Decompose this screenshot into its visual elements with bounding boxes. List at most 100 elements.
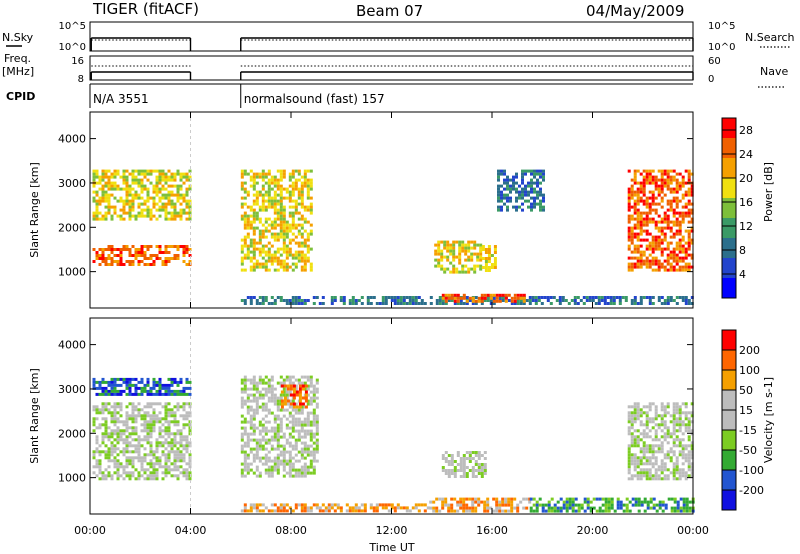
echo-cell [264,172,268,176]
echo-cell [525,506,529,510]
echo-cell [146,178,150,182]
echo-cell [690,432,694,436]
echo-cell [264,506,268,510]
echo-cell [513,299,517,303]
echo-cell [131,474,135,478]
echo-cell [348,302,352,305]
echo-cell [669,262,673,266]
echo-cell [140,184,144,188]
echo-cell [685,497,689,501]
echo-cell [173,423,177,427]
echo-cell [167,429,171,433]
echo-cell [125,405,129,409]
echo-cell [125,196,129,200]
echo-cell [185,205,189,209]
echo-cell [107,211,111,215]
echo-cell [291,205,295,209]
echo-cell [282,241,286,245]
echo-cell [669,178,673,182]
echo-cell [125,199,129,203]
echo-cell [312,408,316,412]
echo-cell [297,438,301,442]
echo-cell [315,296,319,299]
echo-cell [669,220,673,224]
echo-cell [243,253,247,257]
freq-unit: [MHz] [2,65,34,78]
echo-cell [92,417,96,421]
echo-cell [279,435,283,439]
echo-cell [158,456,162,460]
echo-cell [497,187,500,191]
echo-cell [140,251,144,254]
echo-cell [637,497,641,501]
echo-cell [429,302,433,305]
echo-cell [648,444,652,448]
echo-cell [487,269,491,272]
echo-cell [119,214,123,218]
echo-cell [182,468,186,472]
echo-cell [304,393,308,397]
echo-cell [101,474,105,478]
echo-cell [110,447,114,451]
echo-cell [306,208,310,212]
echo-cell [636,302,640,305]
echo-cell [116,248,120,251]
echo-cell [633,190,637,194]
echo-cell [179,187,183,191]
echo-cell [360,509,364,513]
echo-cell [170,411,174,415]
echo-cell [252,447,256,451]
echo-cell [606,296,610,299]
echo-cell [255,408,259,412]
echo-cell [681,214,685,218]
echo-cell [252,393,256,397]
echo-cell [255,503,259,507]
cpid-segments: N/A 3551 normalsound (fast) 157 [89,84,385,108]
echo-cell [627,193,631,197]
echo-cell [288,462,292,466]
echo-cell [176,245,180,248]
echo-cell [158,175,162,179]
colorbar-swatch [722,198,736,218]
echo-cell [684,265,688,269]
echo-cell [146,214,150,218]
echo-cell [258,441,262,445]
echo-cell [185,392,189,396]
echo-cell [125,447,129,451]
echo-cell [598,497,602,501]
echo-cell [651,175,655,179]
echo-cell [589,509,593,513]
echo-cell [243,474,247,478]
echo-cell [627,462,631,466]
echo-cell [182,172,186,176]
echo-cell [270,468,274,472]
echo-cell [104,456,108,460]
echo-cell [291,199,295,203]
echo-cell [536,184,539,188]
echo-cell [490,263,494,266]
echo-cell [351,302,355,305]
echo-cell [547,506,551,510]
echo-cell [279,262,283,266]
echo-cell [633,402,637,406]
echo-cell [522,293,526,297]
echo-cell [92,190,96,194]
echo-cell [125,438,129,442]
echo-cell [291,509,295,513]
echo-cell [630,411,634,415]
echo-cell [414,503,418,507]
echo-cell [447,299,451,302]
echo-cell [304,405,308,409]
echo-cell [509,178,512,182]
echo-cell [273,459,277,463]
echo-cell [309,411,313,415]
echo-cell [678,474,682,478]
echo-cell [101,199,105,203]
echo-cell [642,217,646,221]
echo-cell [666,411,670,415]
echo-cell [684,302,688,305]
echo-cell [303,175,307,179]
echo-cell [687,253,691,257]
echo-cell [267,190,271,194]
echo-cell [462,454,466,457]
